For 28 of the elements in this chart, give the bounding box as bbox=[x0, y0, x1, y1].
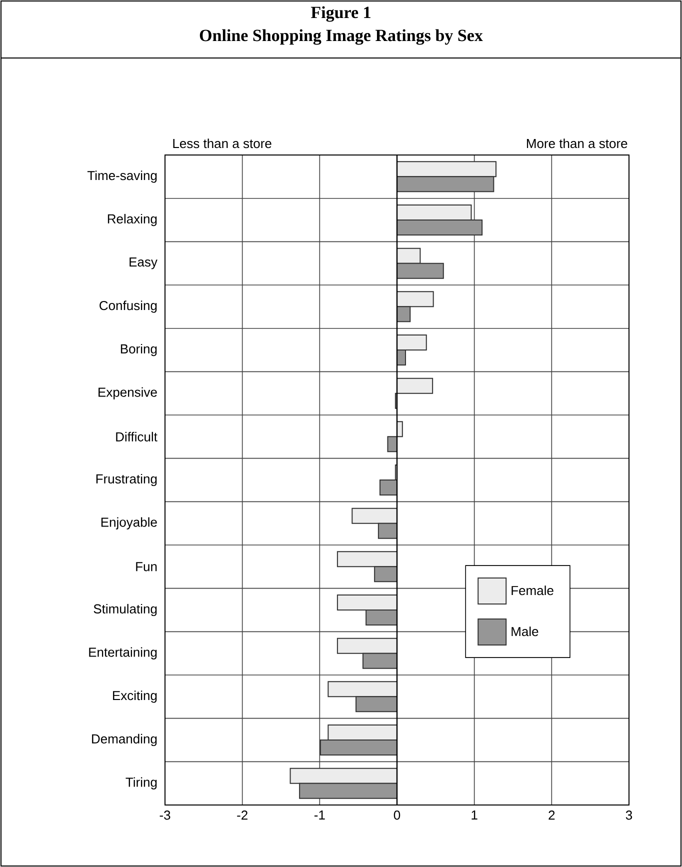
y-tick-label: Tiring bbox=[126, 777, 157, 790]
chart-subtitle: Online Shopping Image Ratings by Sex bbox=[200, 29, 483, 45]
legend-label: Female bbox=[512, 586, 554, 596]
x-tick-label: -2 bbox=[237, 810, 248, 820]
y-tick-label: Difficult bbox=[116, 432, 158, 442]
text: More than a store bbox=[526, 138, 628, 148]
y-tick-label: Expensive bbox=[98, 387, 157, 400]
x-tick-label: 3 bbox=[626, 810, 632, 820]
text: Less than a store bbox=[173, 138, 272, 148]
y-tick-label: Exciting bbox=[113, 690, 157, 703]
y-tick-label: Entertaining bbox=[89, 647, 157, 660]
y-tick-label: Easy bbox=[130, 258, 158, 270]
x-tick-label: -1 bbox=[314, 810, 325, 820]
y-tick-label: Boring bbox=[120, 344, 157, 356]
y-tick-label: Fun bbox=[136, 562, 157, 572]
x-tick-label: 2 bbox=[548, 810, 555, 820]
y-tick-label: Confusing bbox=[100, 300, 157, 313]
legend-label: Male bbox=[512, 626, 538, 636]
x-tick-label: 1 bbox=[472, 810, 478, 820]
y-tick-label: Enjoyable bbox=[101, 517, 157, 530]
chart-title: Figure 1 bbox=[311, 6, 370, 22]
y-tick-label: Relaxing bbox=[108, 214, 157, 226]
y-tick-label: Stimulating bbox=[94, 604, 157, 616]
y-tick-label: Demanding bbox=[92, 734, 157, 746]
y-tick-label: Time-saving bbox=[87, 170, 157, 183]
y-tick-label: Frustrating bbox=[96, 474, 157, 486]
x-tick-label: -3 bbox=[160, 810, 170, 820]
x-tick-label: 0 bbox=[394, 810, 400, 820]
